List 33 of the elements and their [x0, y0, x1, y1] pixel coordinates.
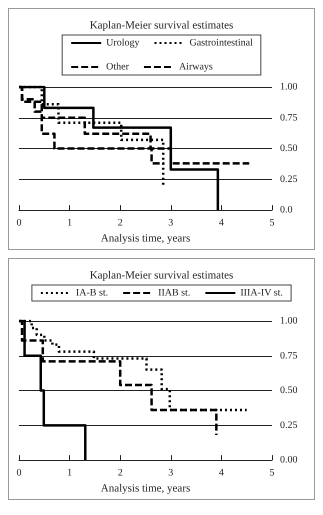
x-tick-label: 4 [218, 218, 224, 229]
y-tick-label: 0.75 [280, 112, 298, 124]
y-tick-label: 0.0 [280, 204, 292, 216]
x-tick-label: 5 [270, 218, 274, 229]
y-tick-label: 0.50 [280, 143, 298, 154]
x-tick-label: 2 [118, 218, 123, 229]
chart-title: Kaplan-Meier survival estimates [90, 270, 234, 282]
chart-title: Kaplan-Meier survival estimates [90, 20, 234, 32]
x-tick-label: 1 [67, 468, 72, 479]
legend-label: Urology [106, 38, 140, 48]
x-tick-label: 4 [218, 468, 224, 479]
y-tick-label: 1.00 [280, 82, 298, 92]
legend-label: IIIA-IV st. [240, 288, 283, 298]
y-tick-label: 1.00 [280, 316, 298, 326]
x-tick-label: 3 [168, 468, 174, 479]
legend-label: IIAB st. [158, 288, 190, 298]
legend-label: Other [106, 62, 130, 72]
x-tick-label: 0 [16, 468, 22, 479]
y-tick-label: 0.75 [280, 350, 298, 362]
y-tick-label: 0.25 [280, 174, 298, 185]
x-tick-label: 1 [67, 218, 72, 229]
legend-label: Airways [178, 62, 213, 72]
x-tick-label: 0 [16, 218, 22, 229]
legend-label: Gastrointestinal [190, 38, 254, 48]
y-tick-label: 0.50 [280, 385, 298, 396]
x-tick-label: 5 [270, 468, 274, 479]
legend-label: IA-B st. [76, 288, 108, 298]
x-tick-label: 3 [168, 218, 174, 229]
x-axis-title: Analysis time, years [100, 482, 190, 494]
x-tick-label: 2 [118, 468, 123, 479]
x-axis-title: Analysis time, years [100, 232, 190, 244]
y-tick-label: 0.25 [280, 420, 298, 431]
y-tick-label: 0.00 [280, 454, 298, 466]
